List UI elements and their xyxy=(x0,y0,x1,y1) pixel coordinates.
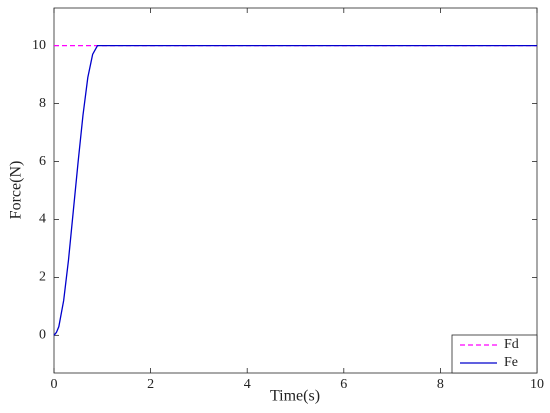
legend-label: Fd xyxy=(504,337,519,352)
y-tick-label: 0 xyxy=(39,328,46,343)
y-tick-label: 10 xyxy=(32,38,46,53)
y-tick-label: 4 xyxy=(39,212,46,227)
x-tick-label: 6 xyxy=(340,377,347,392)
y-tick-label: 2 xyxy=(39,270,46,285)
x-tick-label: 0 xyxy=(51,377,58,392)
y-axis-label: Force(N) xyxy=(8,161,25,220)
x-tick-label: 2 xyxy=(147,377,154,392)
plot-frame xyxy=(53,7,538,374)
series-line xyxy=(53,45,537,336)
legend-box xyxy=(451,334,538,374)
legend-label: Fe xyxy=(504,355,518,370)
x-axis-label: Time(s) xyxy=(270,388,320,405)
y-tick-label: 6 xyxy=(39,154,46,169)
x-tick-label: 10 xyxy=(530,377,544,392)
x-tick-label: 4 xyxy=(244,377,251,392)
x-tick-label: 8 xyxy=(437,377,444,392)
y-tick-label: 8 xyxy=(39,96,46,111)
